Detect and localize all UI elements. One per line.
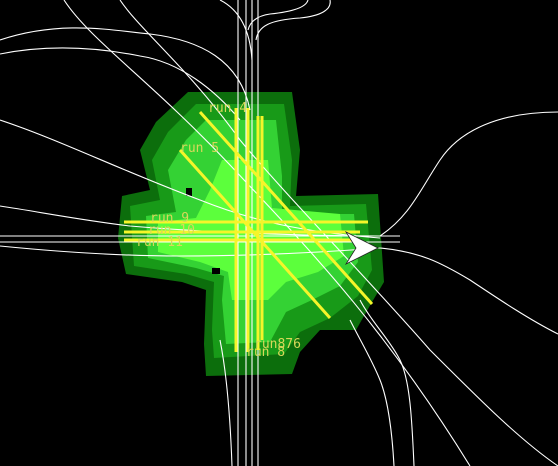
vehicle-arrow-icon[interactable] xyxy=(344,231,379,265)
track-line xyxy=(379,111,558,237)
run-label-10[interactable]: run 10 xyxy=(148,223,195,238)
track-line xyxy=(359,299,415,466)
run-line-5 xyxy=(178,149,332,319)
track-line xyxy=(0,27,251,111)
track-line xyxy=(219,339,233,466)
track-line xyxy=(379,247,558,335)
track-line xyxy=(0,47,241,121)
run-label-4[interactable]: run 4 xyxy=(208,101,247,116)
run-line-diag xyxy=(198,110,374,306)
coverage-notch xyxy=(186,188,192,196)
run-label-9[interactable]: run 9 xyxy=(150,211,189,226)
coverage-notch-2 xyxy=(212,268,220,274)
track-line xyxy=(119,0,558,466)
track-line xyxy=(0,119,381,239)
track-line xyxy=(219,0,253,61)
track-line xyxy=(247,0,309,31)
run-lines xyxy=(124,108,374,352)
run-label-876[interactable]: run876 xyxy=(254,337,301,352)
run-label-8[interactable]: run 8 xyxy=(246,345,285,360)
track-line xyxy=(63,0,471,466)
run-labels: run 4 run 5 run 9 run 10 run 11 run876 r… xyxy=(136,101,301,360)
track-line xyxy=(0,245,381,257)
track-line xyxy=(255,0,331,41)
track-line xyxy=(349,319,395,466)
run-label-11[interactable]: run 11 xyxy=(136,235,183,250)
run-label-5[interactable]: run 5 xyxy=(180,141,219,156)
